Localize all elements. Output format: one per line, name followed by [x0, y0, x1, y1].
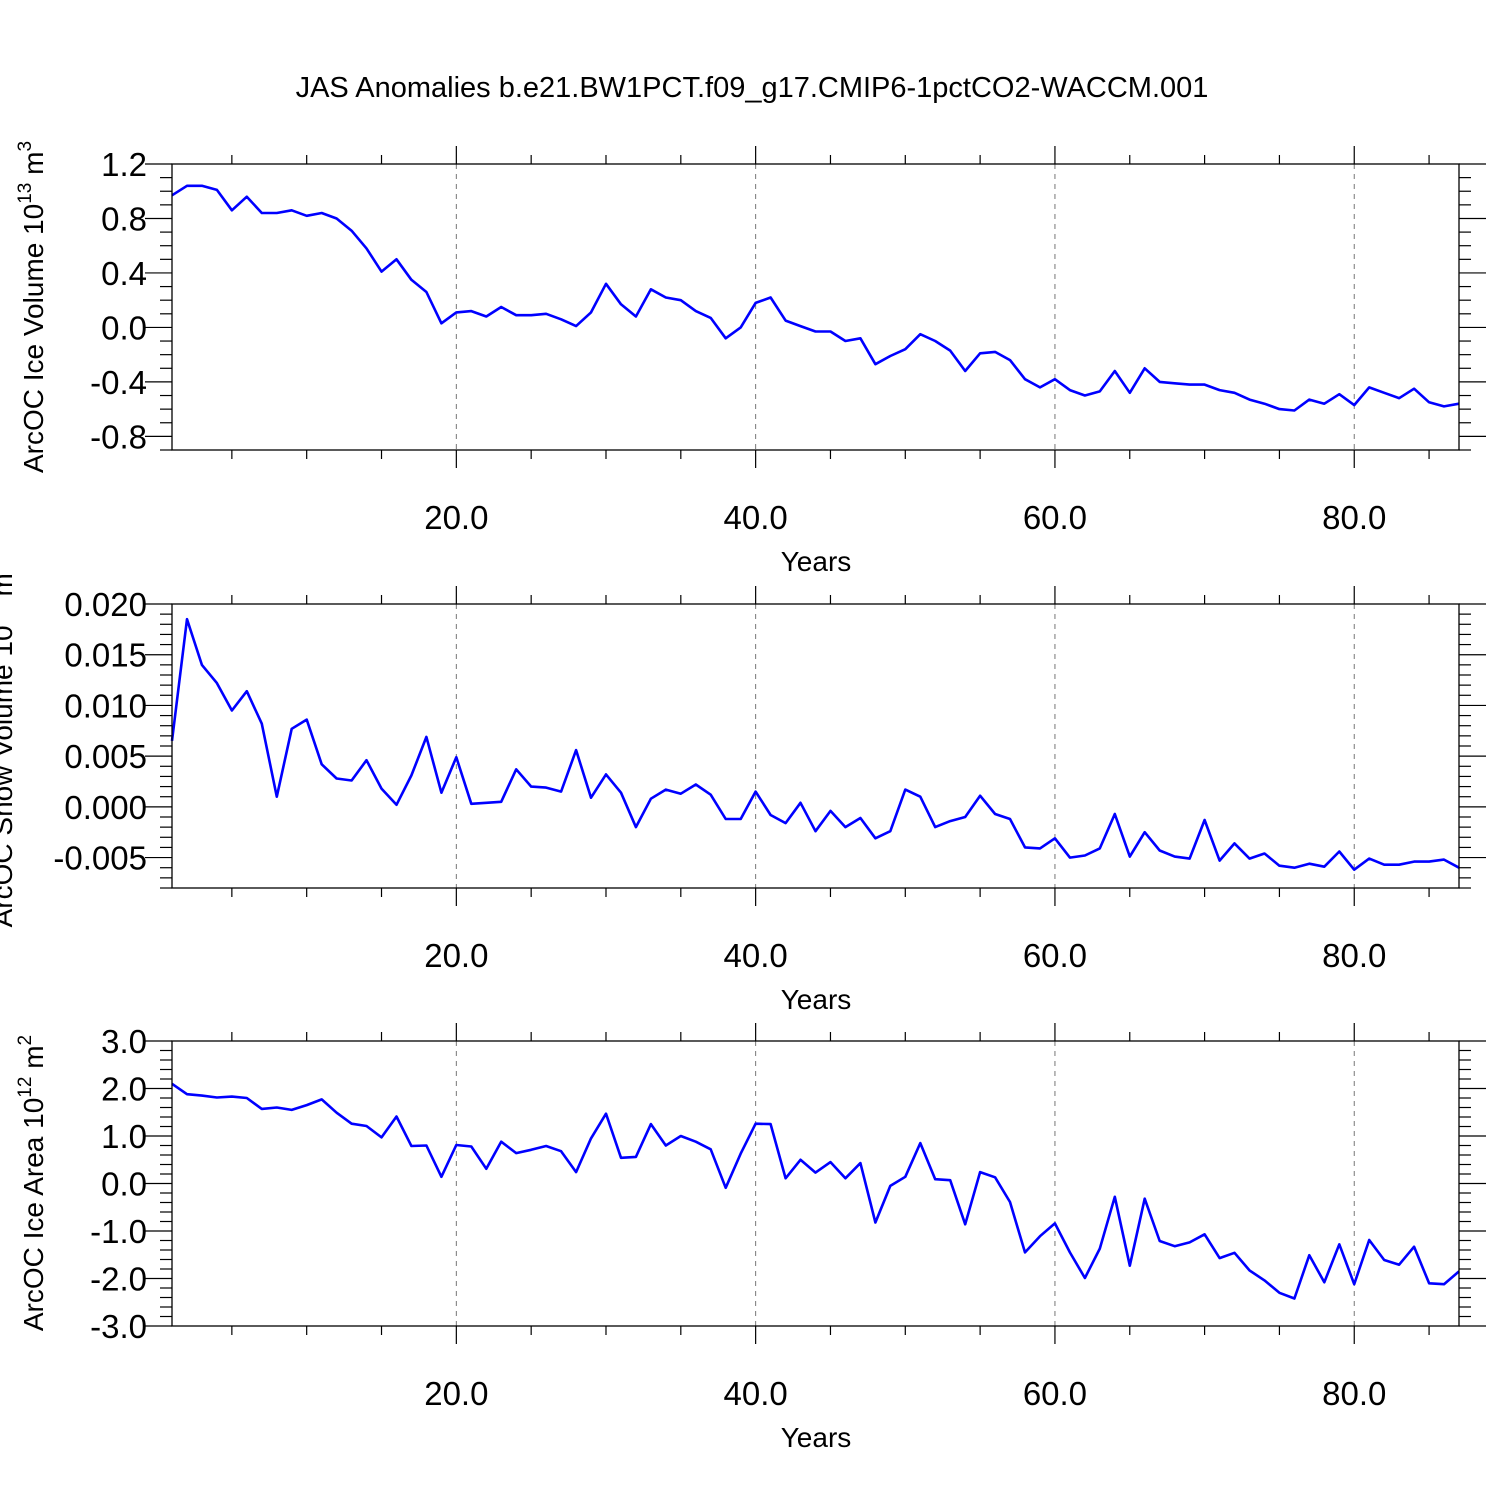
ice-volume-series-line [171, 184, 1460, 412]
xlabel-snow-volume: Years [781, 984, 852, 1015]
ice-area-plot-frame [171, 1040, 1460, 1327]
ice-volume-x-tick-label: 80.0 [1322, 499, 1386, 536]
snow-volume-y-tick-label: 0.015 [64, 637, 147, 674]
snow-volume-y-tick-label: 0.020 [64, 586, 147, 623]
snow-volume-x-tick-label: 40.0 [724, 937, 788, 974]
ice-area-y-tick-label: -2.0 [90, 1261, 147, 1298]
ice-volume-y-tick-label: 1.2 [101, 146, 147, 183]
ice-volume-x-tick-label: 20.0 [424, 499, 488, 536]
ice-area-x-tick-label: 20.0 [424, 1375, 488, 1412]
snow-volume-plot-frame [171, 603, 1460, 889]
snow-volume-y-tick-label: 0.000 [64, 789, 147, 826]
ice-volume-y-tick-label: 0.4 [101, 255, 147, 292]
panel-snow-volume: 20.0 40.0 60.0 80.0 0.020 0.015 0.010 0.005 0.00… [0, 563, 1486, 1015]
snow-volume-y-tick-label: 0.005 [64, 738, 147, 775]
ylabel-ice-volume: ArcOC Ice Volume 1013 m3 [15, 141, 49, 473]
panel-ice-volume: 20.0 40.0 60.0 80.0 1.2 0.8 0.4 0.0 -0.4 -0.8 Arc… [15, 141, 1486, 577]
ylabel-snow-volume: ArcOC Snow Volume 1013 m3 [0, 563, 18, 928]
ice-volume-y-tick-label: -0.8 [90, 418, 147, 455]
ice-area-y-tick-label: -1.0 [90, 1213, 147, 1250]
chart-title: JAS Anomalies b.e21.BW1PCT.f09_g17.CMIP6… [296, 72, 1209, 104]
ylabel-ice-area: ArcOC Ice Area 1012 m2 [15, 1035, 49, 1331]
ice-area-y-tick-label: 1.0 [101, 1118, 147, 1155]
xlabel-ice-volume: Years [781, 546, 852, 577]
snow-volume-y-tick-label: 0.010 [64, 687, 147, 724]
ice-volume-plot-frame [171, 163, 1460, 451]
xlabel-ice-area: Years [781, 1422, 852, 1453]
ice-volume-x-tick-label: 60.0 [1023, 499, 1087, 536]
ice-volume-y-tick-label: 0.0 [101, 309, 147, 346]
ice-volume-y-tick-label: 0.8 [101, 200, 147, 237]
ice-area-x-tick-label: 60.0 [1023, 1375, 1087, 1412]
ice-area-x-tick-label: 40.0 [724, 1375, 788, 1412]
ice-area-y-tick-label: 3.0 [101, 1023, 147, 1060]
ice-area-y-tick-label: -3.0 [90, 1308, 147, 1345]
snow-volume-series-line [170, 617, 1460, 872]
snow-volume-x-tick-label: 60.0 [1023, 937, 1087, 974]
snow-volume-y-tick-label: -0.005 [53, 840, 147, 877]
ice-area-y-tick-label: 2.0 [101, 1071, 147, 1108]
snow-volume-x-tick-label: 80.0 [1322, 937, 1386, 974]
ice-area-x-tick-label: 80.0 [1322, 1375, 1386, 1412]
panel-ice-area: 20.0 40.0 60.0 80.0 3.0 2.0 1.0 0.0 -1.0 -2.0 -3.0… [15, 1023, 1486, 1453]
ice-volume-x-tick-label: 40.0 [724, 499, 788, 536]
ice-area-series-line [171, 1082, 1460, 1300]
ice-area-y-tick-label: 0.0 [101, 1166, 147, 1203]
ice-volume-y-tick-label: -0.4 [90, 364, 147, 401]
snow-volume-x-tick-label: 20.0 [424, 937, 488, 974]
